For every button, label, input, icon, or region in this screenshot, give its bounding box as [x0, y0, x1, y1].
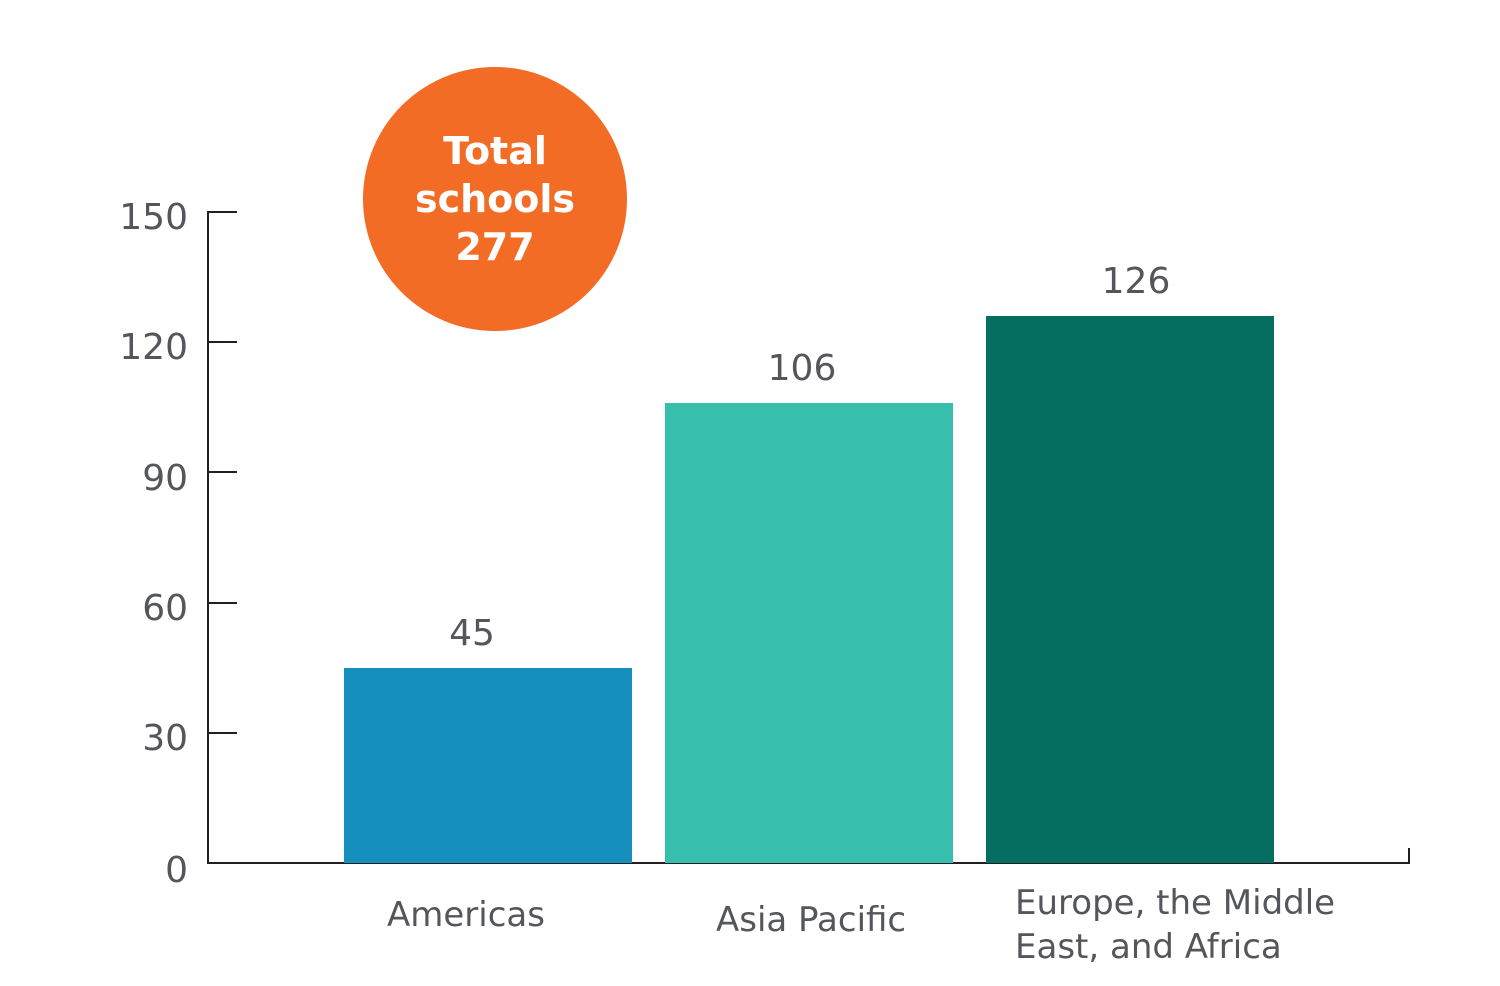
y-tick-label-150: 150 [119, 197, 188, 238]
category-label-asia-pacific: Asia Pacific [716, 900, 907, 940]
y-tick-label-30: 30 [142, 718, 188, 759]
bar-asia-pacific [665, 402, 953, 863]
category-label-emea-line1: Europe, the Middle [1015, 883, 1336, 923]
value-label-emea: 126 [1101, 261, 1171, 303]
y-tick-label-90: 90 [142, 458, 188, 499]
y-tick-label-120: 120 [119, 327, 188, 368]
category-label-emea-line2: East, and Africa [1015, 927, 1282, 968]
bar-americas [344, 667, 632, 863]
y-axis [207, 212, 209, 864]
y-tick-90 [207, 471, 237, 473]
x-axis-end-tick [1408, 848, 1410, 864]
bar-emea [986, 316, 1274, 863]
y-tick-120 [207, 341, 237, 343]
category-label-emea: Europe, the Middle East, and Africa [1015, 881, 1335, 969]
y-tick-30 [207, 732, 237, 734]
badge-line-schools: schools [414, 177, 576, 221]
value-label-asia-pacific: 106 [767, 347, 837, 389]
y-tick-label-0: 0 [165, 850, 188, 891]
total-schools-badge: Total schools 277 [363, 67, 627, 331]
value-label-americas: 45 [449, 612, 495, 654]
x-axis [207, 862, 1410, 864]
badge-total-value: 277 [455, 225, 535, 269]
y-tick-60 [207, 602, 237, 604]
y-tick-150 [207, 211, 237, 213]
y-tick-label-60: 60 [142, 588, 188, 629]
badge-line-total: Total [443, 129, 547, 173]
category-label-americas: Americas [387, 895, 545, 935]
